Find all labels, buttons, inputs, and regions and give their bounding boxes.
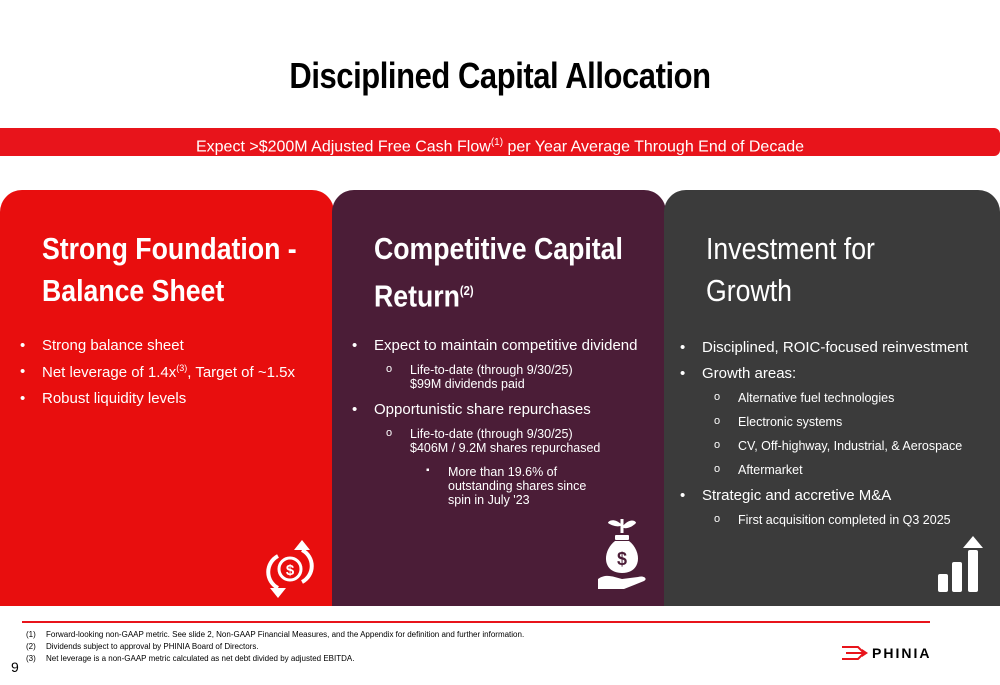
list-sub-item: First acquisition completed in Q3 2025 <box>680 513 996 527</box>
list-sub-item: CV, Off-highway, Industrial, & Aerospace <box>680 439 996 453</box>
list-sub-item: Aftermarket <box>680 463 996 477</box>
footer-rule <box>22 621 930 623</box>
list-sub-item: Electronic systems <box>680 415 996 429</box>
list-item: Strategic and accretive M&A <box>680 487 996 504</box>
footnote: (1) Forward-looking non-GAAP metric. See … <box>26 629 524 641</box>
panel-title-text: Return <box>374 278 460 314</box>
footnote-number: (1) <box>26 630 36 639</box>
list-sub-sub-item: More than 19.6% of outstanding shares si… <box>352 465 608 507</box>
panel-title: Strong Foundation - Balance Sheet <box>42 228 334 312</box>
footnotes: (1) Forward-looking non-GAAP metric. See … <box>26 629 524 665</box>
panel-title-line2: Balance Sheet <box>42 273 225 308</box>
bullet-text-suffix: , Target of ~1.5x <box>187 364 295 381</box>
footnote-ref: (2) <box>459 283 474 298</box>
footnote: (2) Dividends subject to approval by PHIN… <box>26 641 524 653</box>
capital-return-bullets: Expect to maintain competitive dividend … <box>352 337 652 517</box>
growth-chart-icon <box>938 536 983 592</box>
list-item: Robust liquidity levels <box>20 390 295 407</box>
money-bag-hand-icon: $ <box>598 519 646 589</box>
panel-title: Competitive Capital Return(2) <box>374 228 666 317</box>
panel-title-line2: Return(2) <box>374 270 666 317</box>
footnote-text: Dividends subject to approval by PHINIA … <box>46 642 259 651</box>
panel-balance-sheet: Strong Foundation - Balance Sheet Strong… <box>0 190 334 606</box>
svg-text:$: $ <box>286 562 295 579</box>
footnote-ref: (3) <box>176 363 188 373</box>
svg-text:$: $ <box>617 549 627 569</box>
list-sub-item: Life-to-date (through 9/30/25) $406M / 9… <box>352 427 610 455</box>
list-item: Net leverage of 1.4x(3), Target of ~1.5x <box>20 363 295 381</box>
list-item: Expect to maintain competitive dividend <box>352 337 652 354</box>
logo-arrows-icon <box>842 646 868 660</box>
logo-text: PHINIA <box>872 645 932 661</box>
list-sub-item: Alternative fuel technologies <box>680 391 996 405</box>
footnote-text: Net leverage is a non-GAAP metric calcul… <box>46 654 355 663</box>
slide-title: Disciplined Capital Allocation <box>289 55 711 96</box>
footnote: (3) Net leverage is a non-GAAP metric cal… <box>26 653 524 665</box>
bullet-text: Net leverage of 1.4x <box>42 364 177 381</box>
growth-bullets: Disciplined, ROIC-focused reinvestment G… <box>680 339 996 537</box>
panel-investment-growth: Investment for Growth Disciplined, ROIC-… <box>664 190 1000 606</box>
footnote-number: (2) <box>26 642 36 651</box>
fcf-banner: Expect >$200M Adjusted Free Cash Flow(1)… <box>0 128 1000 156</box>
banner-text-end: per Year Average Through End of Decade <box>503 138 805 156</box>
banner-text: Expect >$200M Adjusted Free Cash Flow <box>195 138 491 156</box>
list-item: Growth areas: <box>680 365 996 382</box>
panel-title-line1: Investment for <box>706 231 875 266</box>
list-item: Disciplined, ROIC-focused reinvestment <box>680 339 996 356</box>
page-number: 9 <box>11 659 19 675</box>
balance-sheet-bullets: Strong balance sheet Net leverage of 1.4… <box>20 337 295 416</box>
footnote-number: (3) <box>26 654 36 663</box>
panel-capital-return: Competitive Capital Return(2) Expect to … <box>332 190 666 606</box>
panel-title-line1: Competitive Capital <box>374 231 623 266</box>
phinia-logo: PHINIA <box>842 645 931 661</box>
footnote-text: Forward-looking non-GAAP metric. See sli… <box>46 630 525 639</box>
list-item: Strong balance sheet <box>20 337 295 354</box>
list-item: Opportunistic share repurchases <box>352 401 652 418</box>
panel-title-line1: Strong Foundation - <box>42 231 297 266</box>
banner-footnote-ref: (1) <box>490 137 504 148</box>
list-sub-item: Life-to-date (through 9/30/25) $99M divi… <box>352 363 580 391</box>
cash-cycle-icon: $ <box>266 540 314 598</box>
panel-title-line2: Growth <box>706 273 792 308</box>
panel-title: Investment for Growth <box>706 228 998 312</box>
